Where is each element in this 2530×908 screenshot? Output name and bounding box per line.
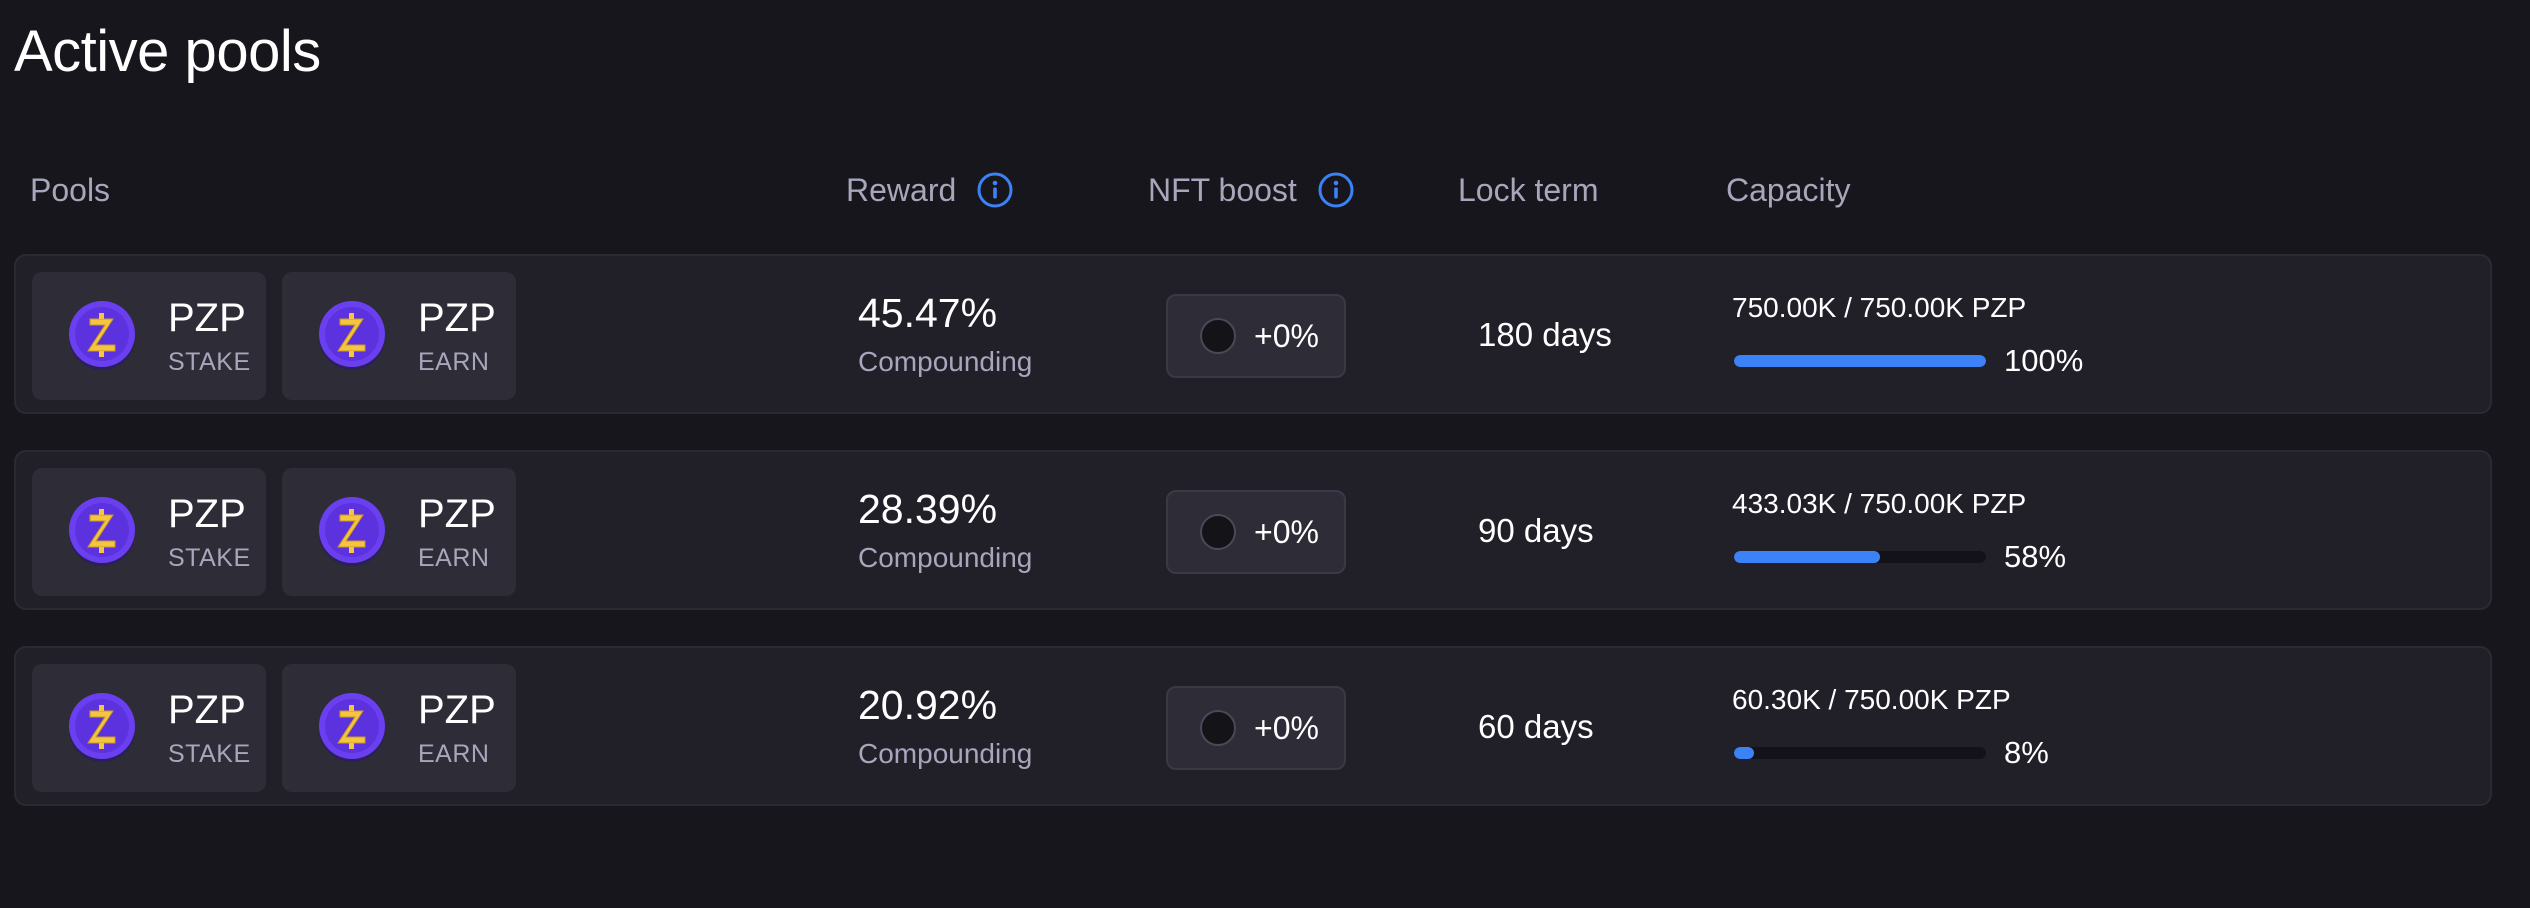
earn-token-card[interactable]: PZP EARN (282, 664, 516, 792)
column-header-nft-boost: NFT boost (1148, 162, 1355, 218)
earn-token-card[interactable]: PZP EARN (282, 468, 516, 596)
boost-value: +0% (1254, 318, 1319, 354)
column-header-pools[interactable]: Pools (30, 162, 110, 218)
boost-value: +0% (1254, 710, 1319, 746)
info-icon[interactable] (1317, 171, 1355, 209)
column-header-label: NFT boost (1148, 171, 1297, 208)
reward-value: 28.39% (858, 486, 998, 532)
capacity-progress-fill (1734, 551, 1881, 563)
reward-value: 45.47% (858, 290, 998, 336)
token-symbol: PZP (418, 296, 496, 340)
nft-boost-button[interactable]: +0% (1166, 686, 1346, 770)
lock-term-value: 180 days (1478, 316, 1612, 353)
token-symbol: PZP (168, 296, 246, 340)
capacity-progress-fill (1734, 355, 1986, 367)
pool-row[interactable]: PZP STAKE PZP EARN 45.47% Compounding +0… (14, 254, 2492, 414)
pool-row[interactable]: PZP STAKE PZP EARN 20.92% Compounding +0… (14, 646, 2492, 806)
earn-token-card[interactable]: PZP EARN (282, 272, 516, 400)
pzp-coin-icon (319, 693, 385, 762)
stake-token-card[interactable]: PZP STAKE (32, 272, 266, 400)
pzp-coin-icon (69, 301, 135, 370)
page-title: Active pools (14, 19, 321, 84)
token-symbol: PZP (418, 492, 496, 536)
capacity-text: 433.03K / 750.00K PZP (1732, 488, 2027, 519)
boost-value: +0% (1254, 514, 1319, 550)
capacity-text: 750.00K / 750.00K PZP (1732, 292, 2027, 323)
lock-term-value: 90 days (1478, 512, 1594, 549)
token-kind: EARN (418, 740, 490, 768)
boost-toggle-icon (1200, 318, 1236, 354)
table-header: Pools Reward NFT boost Lock term Capacit… (0, 162, 2530, 222)
lock-term-value: 60 days (1478, 708, 1594, 745)
token-kind: EARN (418, 348, 490, 376)
nft-boost-button[interactable]: +0% (1166, 294, 1346, 378)
column-header-label: Reward (846, 171, 957, 208)
token-symbol: PZP (418, 688, 496, 732)
reward-type: Compounding (858, 542, 1033, 573)
capacity-progress-bar (1734, 747, 1986, 759)
column-header-lock-term[interactable]: Lock term (1458, 162, 1598, 218)
capacity-progress-bar (1734, 551, 1986, 563)
token-symbol: PZP (168, 492, 246, 536)
column-header-reward: Reward (846, 162, 1014, 218)
token-kind: STAKE (168, 740, 251, 768)
capacity-percent: 100% (2004, 343, 2084, 378)
stake-token-card[interactable]: PZP STAKE (32, 664, 266, 792)
capacity-text: 60.30K / 750.00K PZP (1732, 684, 2011, 715)
pzp-coin-icon (69, 497, 135, 566)
boost-toggle-icon (1200, 514, 1236, 550)
column-header-capacity[interactable]: Capacity (1726, 162, 1851, 218)
capacity-progress-bar (1734, 355, 1986, 367)
capacity-progress-fill (1734, 747, 1755, 759)
nft-boost-button[interactable]: +0% (1166, 490, 1346, 574)
reward-type: Compounding (858, 738, 1033, 769)
pool-row[interactable]: PZP STAKE PZP EARN 28.39% Compounding +0… (14, 450, 2492, 610)
boost-toggle-icon (1200, 710, 1236, 746)
capacity-percent: 58% (2004, 539, 2067, 574)
info-icon[interactable] (976, 171, 1014, 209)
reward-value: 20.92% (858, 682, 998, 728)
token-kind: EARN (418, 544, 490, 572)
stake-token-card[interactable]: PZP STAKE (32, 468, 266, 596)
token-kind: STAKE (168, 348, 251, 376)
token-symbol: PZP (168, 688, 246, 732)
pzp-coin-icon (319, 497, 385, 566)
pzp-coin-icon (319, 301, 385, 370)
capacity-percent: 8% (2004, 735, 2049, 770)
token-kind: STAKE (168, 544, 251, 572)
column-header-label: Pools (30, 171, 111, 208)
column-header-label: Lock term (1458, 171, 1599, 208)
column-header-label: Capacity (1726, 171, 1851, 208)
reward-type: Compounding (858, 346, 1033, 377)
pzp-coin-icon (69, 693, 135, 762)
